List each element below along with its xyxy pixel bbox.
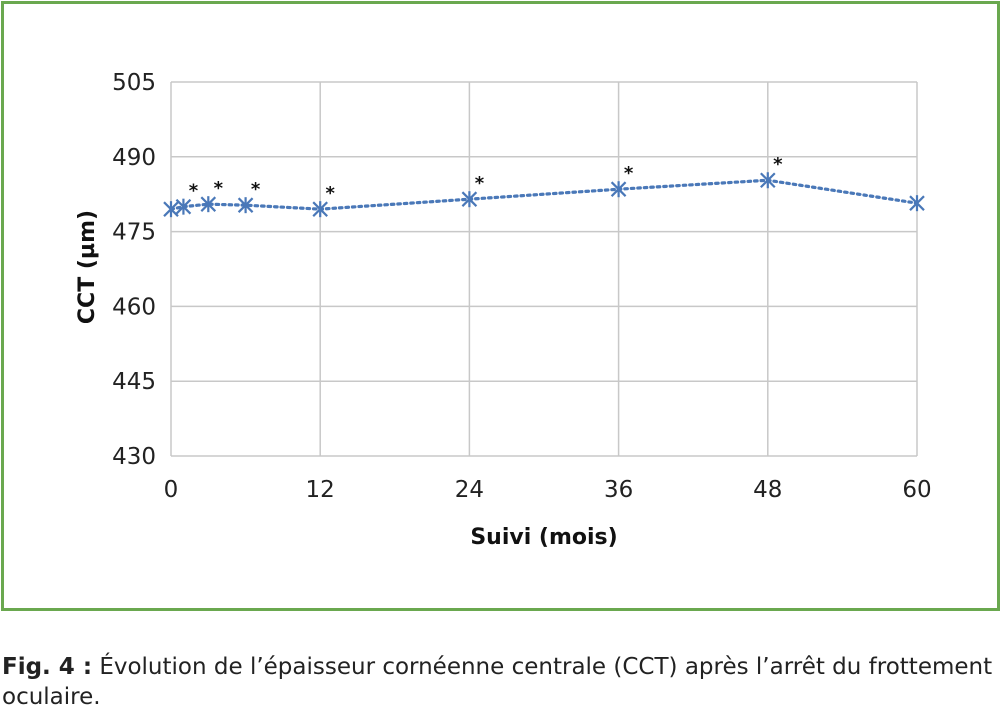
x-tick-label: 12: [306, 477, 335, 503]
cct-line-chart: 430 445 460 475 490 505 0 12 24 36 48 60 * * * * * * * S…: [75, 70, 932, 550]
significance-star: *: [214, 178, 224, 199]
significance-star: *: [189, 181, 199, 202]
x-tick-label: 36: [604, 477, 633, 503]
y-axis-title: CCT (µm): [75, 210, 100, 324]
data-point: [760, 172, 776, 189]
data-point: [610, 181, 627, 198]
figure-frame: [1, 1, 1000, 611]
data-point: [461, 191, 478, 208]
y-tick-label: 445: [112, 369, 156, 395]
x-axis-title: Suivi (mois): [470, 525, 617, 550]
caption-label: Fig. 4 :: [2, 654, 93, 680]
x-tick-label: 48: [753, 477, 782, 503]
data-point: [909, 195, 925, 212]
y-tick-label: 475: [112, 220, 156, 246]
y-tick-label: 490: [112, 145, 156, 171]
x-tick-label: 60: [902, 477, 931, 503]
data-point: [200, 196, 217, 213]
chart-grid: [170, 81, 918, 457]
significance-star: *: [475, 173, 485, 194]
y-tick-label: 505: [112, 70, 156, 96]
significance-markers: * * * * * * *: [189, 154, 783, 204]
x-tick-label: 0: [164, 477, 179, 503]
x-tick-label: 24: [455, 477, 484, 503]
series-line: [169, 178, 919, 211]
x-tick-labels: 0 12 24 36 48 60: [164, 477, 932, 503]
data-point: [163, 201, 179, 218]
significance-star: *: [624, 163, 634, 184]
y-tick-label: 430: [112, 444, 156, 470]
data-point: [175, 198, 192, 215]
significance-star: *: [325, 183, 335, 204]
series-layer: [163, 172, 925, 218]
y-tick-label: 460: [112, 294, 156, 320]
data-point: [237, 197, 254, 214]
y-tick-labels: 430 445 460 475 490 505: [112, 70, 156, 470]
significance-star: *: [251, 179, 261, 200]
significance-star: *: [773, 154, 783, 175]
data-point: [312, 201, 328, 218]
caption-text: Évolution de l’épaisseur cornéenne centr…: [2, 654, 993, 710]
figure-caption: Fig. 4 : Évolution de l’épaisseur cornée…: [2, 652, 1002, 712]
